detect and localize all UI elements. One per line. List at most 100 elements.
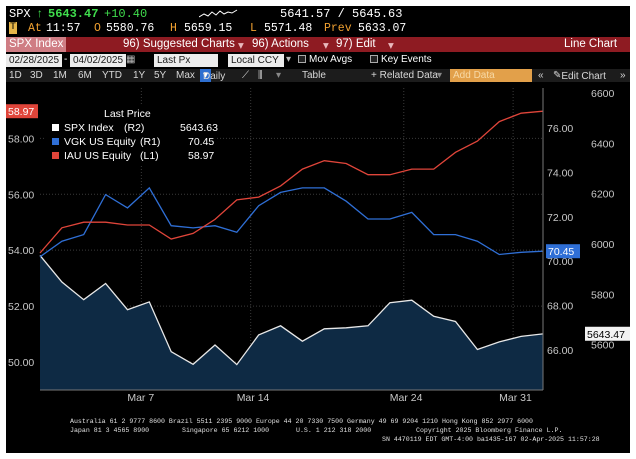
prev-label: Prev [324,22,352,35]
legend-label-vgk: VGK US Equity [64,136,137,148]
footer-session: SN 4470119 EDT GMT-4:00 ba1435-167 02-Ap… [382,436,600,443]
chart-panel: SPX ↑ 5643.47 +10.40 5641.57 / 5645.63 Τ… [6,6,630,453]
chevron-down-icon[interactable]: ▾ [276,70,282,81]
footer-copyright: Copyright 2025 Bloomberg Finance L.P. [416,427,563,434]
field-select[interactable]: Last Px [154,54,218,67]
spx-value-tag [585,326,630,341]
at-label: At [28,22,42,35]
range-1d-button[interactable]: 1D [9,70,22,81]
right2-axis-tick-label: 6000 [591,239,615,251]
legend-value-vgk: 70.45 [188,136,214,148]
right2-axis-tick-label: 6400 [591,138,615,150]
left-axis-tick-label: 58.00 [8,133,34,145]
low-label: L [250,22,257,35]
end-date-input[interactable]: 04/02/2025 [70,54,127,67]
high-price: 5659.15 [184,22,233,35]
spx-area-layer [40,255,543,390]
spx-line [39,254,544,366]
legend-swatch-vgk [52,138,59,145]
spx-value-tag-text: 5643.47 [587,329,625,341]
line-style-icon[interactable]: ⟋ [242,70,249,81]
x-axis-tick-label: Mar 31 [499,392,532,402]
right1-axis-tick-label: 74.00 [547,167,573,179]
legend-background [46,104,216,166]
edit-chart-button[interactable]: ✎ Edit Chart [553,70,606,82]
quote-line: SPX ↑ 5643.47 +10.40 5641.57 / 5645.63 [6,6,630,22]
currency-select[interactable]: Local CCY [228,54,284,67]
last-price: 5643.47 [48,7,99,21]
table-button[interactable]: Table [302,70,326,81]
vgk-value-tag-text: 70.45 [548,246,574,258]
mov-avgs-label: Mov Avgs [309,54,353,65]
chevron-down-icon[interactable]: ▾ [437,70,443,81]
checkbox-icon[interactable] [298,55,306,63]
iau-line [39,110,544,254]
footer-line-2: Japan 81 3 4565 8900 Singapore 65 6212 1… [6,427,630,436]
add-data-input[interactable]: Add Data [450,69,532,82]
right2-axis-tick-label: 6200 [591,189,615,201]
key-events-toggle[interactable]: Key Events [370,54,432,65]
edit-menu[interactable]: 97) Edit [336,38,376,50]
key-events-label: Key Events [381,54,432,65]
right1-axis-tick-label: 68.00 [547,301,573,313]
bar-style-icon[interactable]: ⫼ [258,70,263,81]
axes: 50.00 52.00 54.00 56.00 58.00 Mar 7 Mar 14 Mar … [8,88,615,402]
suggested-charts-menu[interactable]: 96) Suggested Charts [123,38,235,50]
vgk-line [39,186,544,258]
checkbox-icon[interactable] [370,55,378,63]
quote-time: 11:57 [46,22,81,35]
footer-singapore: Singapore 65 6212 1000 [182,427,270,434]
range-6m-button[interactable]: 6M [78,70,92,81]
terminal-badge-icon: Τ [9,22,18,34]
series-lines [39,110,544,366]
start-date-input[interactable]: 02/28/2025 [6,54,63,67]
dropdown-icon[interactable]: ▾ [388,40,394,52]
value-tags: 58.97 70.45 5643.47 [6,104,630,341]
legend-axis-vgk: (R1) [140,136,160,148]
left-axis-tick-label: 56.00 [8,189,34,201]
collapse-icon[interactable]: « [538,70,544,81]
dropdown-icon[interactable]: ▾ [238,40,244,52]
actions-menu[interactable]: 96) Actions [252,38,309,50]
chart-legend[interactable]: Last Price SPX Index (R2) 5643.63 VGK US… [46,104,218,166]
low-price: 5571.48 [264,22,313,35]
legend-swatch-iau [52,152,59,159]
range-5y-button[interactable]: 5Y [154,70,167,81]
right1-axis-tick-label: 72.00 [547,212,573,224]
price-change: +10.40 [104,7,148,21]
related-data-button[interactable]: + Related Data [371,70,438,81]
legend-label-spx: SPX Index [64,122,114,134]
price-chart[interactable]: 50.00 52.00 54.00 56.00 58.00 Mar 7 Mar 14 Mar … [6,82,630,402]
security-name[interactable]: SPX Index [6,37,67,52]
range-1y-button[interactable]: 1Y [133,70,146,81]
ohlc-line: Τ At 11:57 O 5580.76 H 5659.15 L 5571.48… [6,22,630,36]
legend-axis-iau: (L1) [140,150,159,162]
ticker[interactable]: SPX [9,7,31,21]
function-menu-bar: SPX Index 96) Suggested Charts ▾ 96) Act… [6,37,630,52]
dropdown-icon[interactable]: ▾ [323,40,329,52]
legend-label-iau: IAU US Equity [64,150,132,162]
mov-avgs-toggle[interactable]: Mov Avgs [298,54,352,65]
frequency-label: Daily [203,71,226,82]
up-arrow-icon: ↑ [36,7,44,21]
frequency-select[interactable]: Daily ▾ [200,69,225,82]
right1-axis-tick-label: 70.00 [547,256,573,268]
range-3d-button[interactable]: 3D [30,70,43,81]
range-ytd-button[interactable]: YTD [102,70,122,81]
prev-price: 5633.07 [358,22,407,35]
range-1m-button[interactable]: 1M [53,70,67,81]
left-axis-tick-label: 50.00 [8,357,34,369]
chevron-down-icon[interactable]: ▾ [286,54,292,65]
expand-icon[interactable]: » [620,70,626,81]
spx-area-fill [40,255,543,390]
high-label: H [170,22,177,35]
chart-controls: 02/28/2025 - 04/02/2025 ▦ Last Px Local … [6,54,630,68]
chart-type-label: Line Chart [564,38,618,50]
calendar-icon[interactable]: ▦ [126,54,136,65]
footer-us: U.S. 1 212 318 2000 [296,427,372,434]
right1-axis-tick-label: 66.00 [547,345,573,357]
edit-chart-label: Edit Chart [561,71,606,82]
footer-line-3: SN 4470119 EDT GMT-4:00 ba1435-167 02-Ap… [6,436,630,445]
range-max-button[interactable]: Max [176,70,195,81]
